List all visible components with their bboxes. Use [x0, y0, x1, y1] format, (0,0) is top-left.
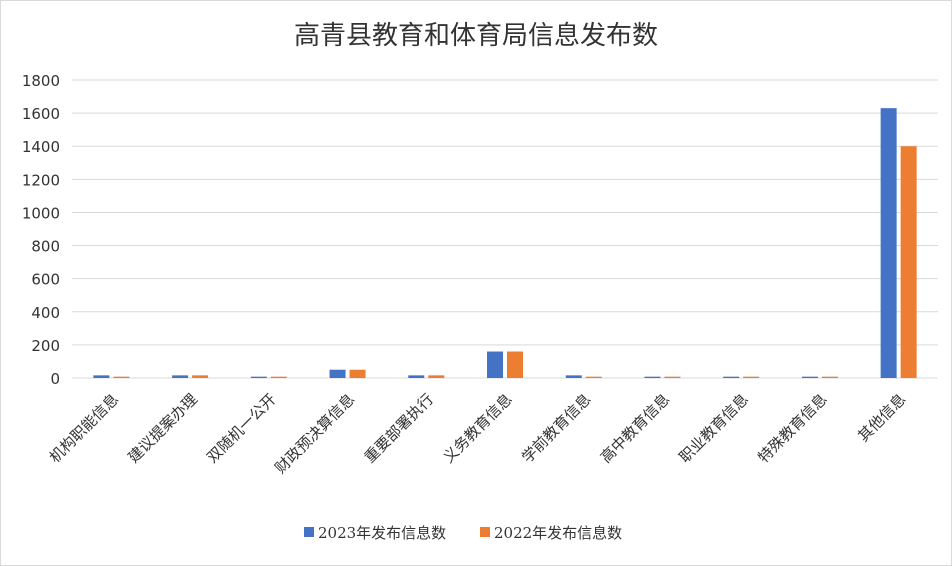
bar [507, 351, 523, 378]
bar [723, 376, 740, 378]
bar [664, 376, 681, 378]
bar [408, 375, 425, 378]
bar [565, 375, 582, 378]
bar [428, 375, 445, 378]
bar [172, 375, 189, 378]
bar [743, 376, 760, 378]
bar [93, 375, 110, 378]
y-tick-label: 400 [31, 304, 60, 322]
bar [349, 369, 366, 378]
y-tick-label: 600 [31, 271, 60, 289]
legend-swatch [304, 527, 314, 537]
legend-label: 2022年发布信息数 [494, 524, 622, 542]
bar [821, 376, 838, 378]
bar [487, 351, 503, 378]
bar [192, 375, 209, 378]
bar [585, 376, 602, 378]
y-tick-label: 1000 [22, 204, 60, 222]
x-tick-label: 学前教育信息 [518, 390, 594, 466]
x-tick-label: 财政预决算信息 [271, 390, 358, 477]
chart-title: 高青县教育和体育局信息发布数 [294, 21, 658, 51]
bar [880, 108, 897, 379]
y-tick-label: 1400 [22, 138, 60, 156]
x-tick-label: 高中教育信息 [597, 390, 673, 466]
bar [270, 376, 287, 378]
x-tick-label: 双随机一公开 [203, 390, 279, 466]
y-tick-label: 200 [31, 337, 60, 355]
bar [900, 146, 917, 378]
bar [801, 376, 818, 378]
bar [329, 369, 346, 378]
x-tick-label: 其他信息 [854, 390, 909, 445]
x-tick-label: 义务教育信息 [439, 390, 515, 466]
y-tick-label: 1800 [22, 72, 60, 90]
y-tick-label: 0 [50, 370, 60, 388]
legend-label: 2023年发布信息数 [318, 524, 446, 542]
y-tick-label: 1200 [22, 171, 60, 189]
x-tick-label: 重要部署执行 [361, 390, 437, 466]
bar [113, 376, 130, 378]
y-tick-label: 800 [31, 238, 60, 256]
x-tick-label: 职业教育信息 [676, 390, 752, 466]
legend-swatch [480, 527, 490, 537]
x-tick-label: 建议提案办理 [125, 390, 201, 466]
bar [644, 376, 661, 378]
bar [250, 376, 267, 378]
x-tick-label: 机构职能信息 [46, 390, 122, 466]
x-tick-label: 特殊教育信息 [754, 390, 830, 466]
y-tick-label: 1600 [22, 105, 60, 123]
